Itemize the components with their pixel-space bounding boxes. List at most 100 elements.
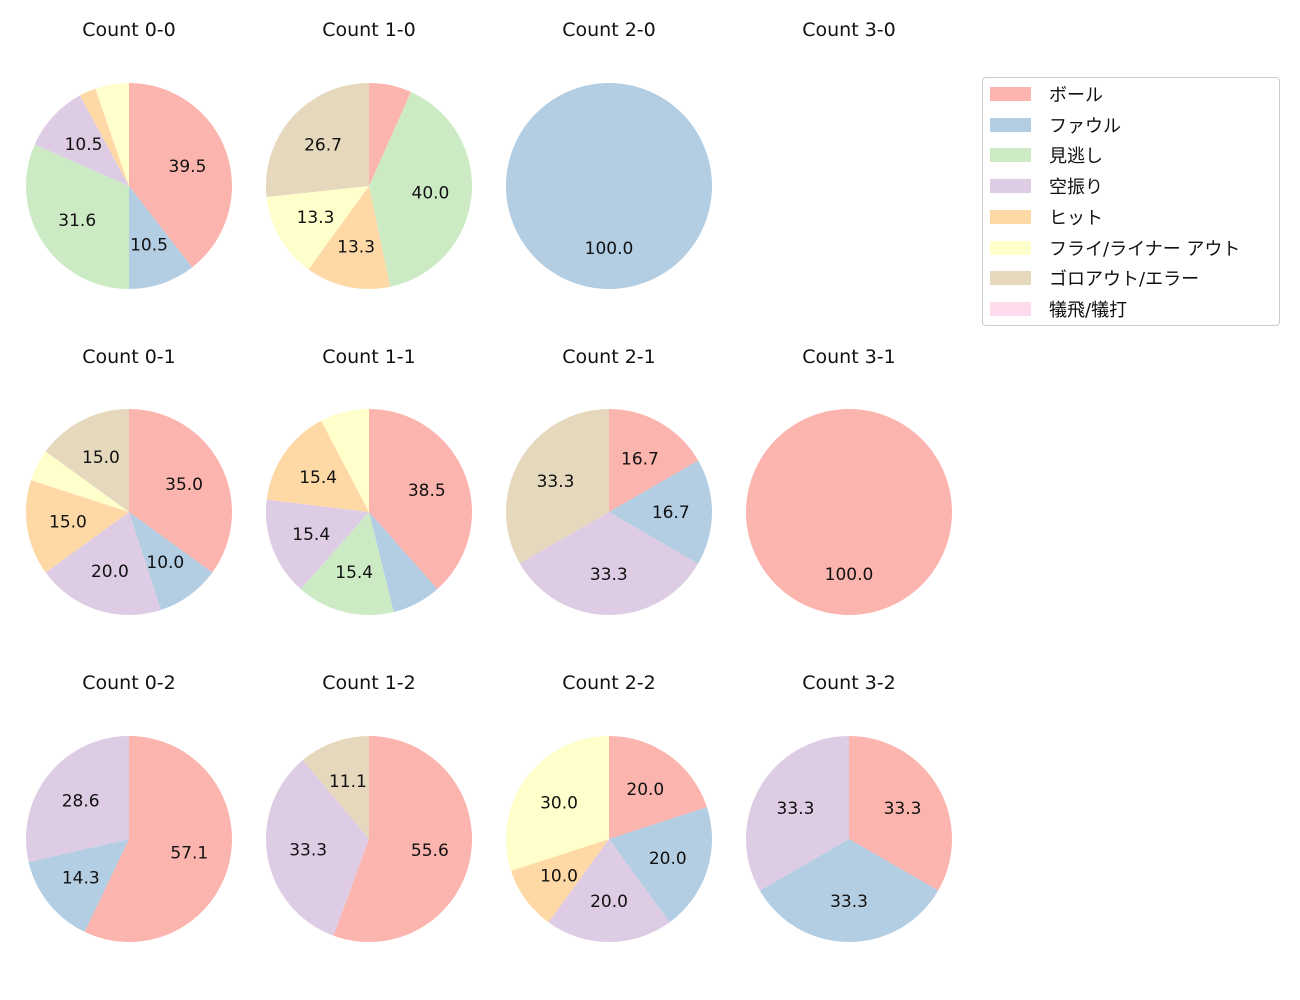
- pie-slice-label: 33.3: [830, 892, 868, 912]
- pie-slice: [266, 83, 369, 197]
- pie-slice: [45, 409, 129, 512]
- legend-item: ヒット: [990, 207, 1103, 229]
- legend-swatch: [990, 179, 1031, 194]
- pie-slice-label: 13.3: [297, 208, 335, 228]
- pie-slice-label: 11.1: [329, 772, 367, 792]
- legend-label: ヒット: [1049, 207, 1103, 229]
- pie-slice-label: 13.3: [337, 237, 375, 257]
- pie-slice-label: 16.7: [621, 450, 659, 470]
- pie-title: Count 3-0: [802, 19, 896, 41]
- pie-slice-label: 20.0: [649, 849, 687, 869]
- pie-slice-label: 15.4: [299, 468, 337, 488]
- legend-swatch: [990, 240, 1031, 255]
- pie-slice: [506, 83, 712, 289]
- legend-item: 見逃し: [990, 145, 1103, 168]
- pie-slice-label: 10.0: [540, 866, 578, 886]
- pie-slice: [369, 409, 472, 590]
- pie-title: Count 1-2: [322, 672, 416, 694]
- pie-slice-label: 10.5: [130, 235, 168, 255]
- pie-slice: [369, 91, 472, 287]
- pie-slice-label: 20.0: [626, 780, 664, 800]
- pie-slice-label: 26.7: [304, 136, 342, 156]
- pie-slice: [333, 736, 473, 942]
- legend-swatch: [990, 271, 1031, 286]
- pie-slice: [609, 807, 712, 923]
- pie-count-1-2: Count 1-2 55.6 33.3 11.1: [266, 672, 473, 942]
- pie-slice-label: 100.0: [585, 239, 634, 259]
- pie-title: Count 2-2: [562, 672, 656, 694]
- legend-item: ボール: [990, 84, 1103, 106]
- pie-slice: [321, 409, 369, 512]
- pie-slice-label: 33.3: [537, 472, 575, 492]
- pie-slice-label: 57.1: [170, 844, 208, 864]
- pie-slice: [266, 760, 369, 936]
- pie-count-3-0: Count 3-0: [802, 19, 896, 41]
- pie-slice-label: 10.0: [146, 553, 184, 573]
- pie-slice: [266, 186, 369, 270]
- pie-slice-label: 31.6: [58, 211, 96, 231]
- pie-slice-label: 14.3: [62, 869, 100, 889]
- pie-slice: [308, 186, 391, 289]
- legend-item: フライ/ライナー アウト: [990, 238, 1241, 260]
- pie-slice: [506, 409, 609, 564]
- pie-slice: [548, 839, 670, 942]
- pie-count-3-2: Count 3-2 33.3 33.3 33.3: [745, 672, 952, 942]
- pie-title: Count 3-1: [802, 346, 896, 368]
- pie-slice: [25, 736, 130, 863]
- pie-title: Count 2-0: [562, 19, 656, 41]
- legend-item: ファウル: [990, 115, 1121, 137]
- pie-slice-label: 55.6: [411, 841, 449, 861]
- legend-item: 空振り: [990, 176, 1103, 199]
- legend-label: ファウル: [1049, 115, 1121, 137]
- pie-slice: [300, 512, 394, 615]
- pie-slice: [84, 736, 233, 942]
- legend-label: 見逃し: [1049, 146, 1103, 168]
- pie-slice: [95, 83, 129, 186]
- pie-slice: [302, 736, 369, 839]
- pie-slice: [609, 460, 712, 564]
- pie-count-2-1: Count 2-1 16.7 16.7 33.3 33.3: [506, 346, 712, 615]
- pie-title: Count 1-1: [322, 346, 416, 368]
- pie-slice: [609, 409, 699, 512]
- pie-count-0-0: Count 0-0 39.5 10.5 31.6 10.5: [26, 19, 232, 289]
- pie-slice: [519, 512, 698, 615]
- pie-slice: [129, 512, 213, 610]
- pie-slice: [746, 409, 952, 615]
- pie-slice-label: 10.5: [65, 135, 103, 155]
- legend-label: 空振り: [1049, 177, 1103, 199]
- pie-count-0-2: Count 0-2 57.1 14.3 28.6: [25, 672, 233, 942]
- pie-slice-label: 15.4: [292, 525, 330, 545]
- pie-slice-label: 35.0: [165, 475, 203, 495]
- legend-item: 犠飛/犠打: [990, 299, 1128, 321]
- pie-slice-label: 33.3: [884, 799, 922, 819]
- pie-slice-label: 28.6: [62, 792, 100, 812]
- pie-title: Count 0-2: [82, 672, 176, 694]
- pie-slice: [609, 736, 707, 839]
- pie-slice-label: 16.7: [652, 503, 690, 523]
- pie-count-2-2: Count 2-2 20.0 20.0 20.0 10.0 30.0: [506, 672, 712, 942]
- pie-title: Count 2-1: [562, 346, 656, 368]
- pie-slice: [745, 736, 849, 891]
- legend-label: ゴロアウト/エラー: [1049, 269, 1200, 291]
- pie-count-1-0: Count 1-0 40.0 13.313.3 26.7: [266, 19, 472, 289]
- legend-label: ボール: [1049, 85, 1103, 106]
- pie-slice: [506, 736, 609, 871]
- pie-slice-label: 33.3: [777, 799, 815, 819]
- legend-label: 犠飛/犠打: [1049, 299, 1128, 321]
- pie-slice-label: 15.4: [335, 563, 373, 583]
- pie-count-2-0: Count 2-0 100.0: [506, 19, 712, 289]
- pie-slice-label: 15.0: [82, 448, 120, 468]
- pie-slice: [369, 512, 438, 613]
- pie-slice: [129, 83, 232, 268]
- pie-slice-label: 33.3: [289, 841, 327, 861]
- legend-swatch: [990, 209, 1031, 224]
- pie-title: Count 0-1: [82, 346, 176, 368]
- pie-slice: [266, 420, 369, 512]
- pie-title: Count 3-2: [802, 672, 896, 694]
- pie-slice: [34, 95, 129, 186]
- pie-slice: [266, 499, 369, 590]
- pie-slice-label: 100.0: [825, 565, 874, 585]
- legend-label: フライ/ライナー アウト: [1049, 238, 1241, 260]
- legend-swatch: [990, 148, 1031, 163]
